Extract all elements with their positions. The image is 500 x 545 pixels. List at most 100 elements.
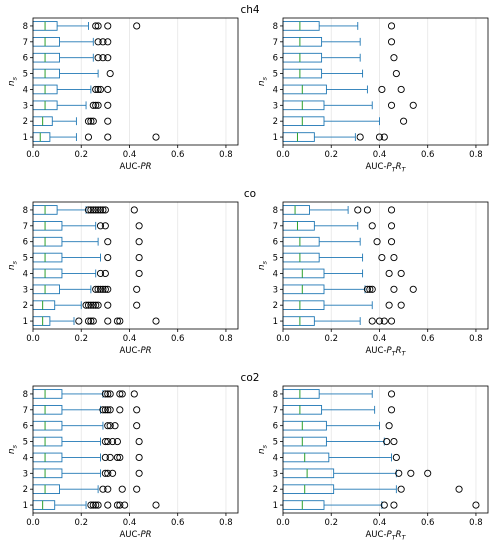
box-ns-2 [282, 116, 408, 127]
box-ns-3 [32, 284, 141, 295]
box-ns-3 [282, 468, 432, 479]
outlier-point [400, 117, 408, 125]
outlier-point [104, 390, 112, 398]
panel-co-2: 1 2 3 4 5 6 7 8 0.0 0.2 0.4 0.6 0.8 AUC-PTRT ns [257, 201, 489, 358]
outlier-point [104, 317, 112, 325]
box-iqr [282, 284, 325, 295]
outlier-point [96, 222, 105, 230]
y-tick-label: 4 [23, 453, 28, 463]
y-tick-label: 4 [273, 85, 278, 95]
x-tick-label: 0.2 [74, 150, 88, 160]
outlier-point [368, 285, 376, 293]
outlier-point [92, 22, 100, 30]
outlier-point [354, 206, 362, 214]
outlier-point [390, 54, 398, 62]
box-iqr [32, 500, 56, 510]
outlier-point [387, 406, 396, 414]
y-tick-label: 3 [23, 469, 28, 479]
x-tick-label: 0.6 [421, 150, 435, 160]
box-iqr [282, 436, 327, 447]
outlier-point [385, 301, 393, 309]
y-tick-label: 5 [273, 438, 278, 448]
outlier-point [99, 54, 107, 62]
y-tick-label: 6 [273, 54, 278, 64]
outlier-point [111, 422, 119, 430]
outlier-point [397, 269, 405, 277]
x-axis-label: AUC-PR [119, 530, 151, 540]
box-iqr [282, 36, 323, 47]
outlier-point [135, 222, 143, 230]
group-title: co [244, 188, 256, 200]
outlier-point [87, 501, 95, 509]
outlier-point [84, 206, 93, 214]
y-axis-label: ns [7, 76, 19, 86]
y-tick-label: 8 [273, 206, 278, 216]
box-iqr [32, 52, 60, 63]
y-tick-label: 2 [273, 117, 278, 127]
box-ns-7 [32, 404, 141, 415]
outlier-point [94, 285, 102, 293]
y-tick-label: 5 [273, 70, 278, 80]
outlier-point [135, 469, 143, 477]
box-ns-8 [32, 389, 138, 399]
y-tick-label: 1 [23, 317, 28, 327]
box-ns-5 [32, 68, 114, 79]
y-tick-label: 1 [23, 133, 28, 143]
outlier-point [92, 101, 100, 109]
x-axis-label: AUC-PTRT [365, 530, 406, 542]
outlier-point [104, 301, 112, 309]
outlier-point [387, 390, 396, 398]
outlier-point [373, 238, 381, 246]
box-ns-2 [282, 484, 463, 495]
y-tick-label: 8 [23, 206, 28, 216]
outlier-point [390, 254, 398, 262]
y-tick-label: 8 [23, 22, 28, 32]
y-tick-label: 6 [23, 54, 28, 64]
outlier-point [104, 422, 112, 430]
panel-ch4-1: 1 2 3 4 5 6 7 8 0.0 0.2 0.4 0.6 0.8 AUC-PR ns [7, 17, 239, 172]
box-ns-7 [282, 36, 396, 47]
outlier-point [94, 22, 102, 30]
outlier-point [92, 206, 100, 214]
box-iqr [282, 300, 325, 311]
box-ns-6 [282, 52, 398, 63]
outlier-point [375, 133, 384, 141]
x-tick-label: 0.6 [171, 150, 185, 160]
panel-co2-1: 1 2 3 4 5 6 7 8 0.0 0.2 0.4 0.6 0.8 AUC-PR ns [7, 385, 239, 540]
x-axis-label: AUC-PTRT [365, 162, 406, 174]
box-iqr [32, 36, 60, 47]
box-ns-4 [282, 452, 400, 463]
y-tick-label: 1 [273, 133, 278, 143]
y-tick-label: 7 [273, 222, 278, 232]
x-tick-label: 0.2 [324, 334, 338, 344]
outlier-point [152, 133, 160, 141]
y-axis-label: ns [7, 444, 19, 454]
outlier-point [84, 317, 93, 325]
outlier-point [366, 285, 374, 293]
outlier-point [363, 206, 371, 214]
outlier-point [101, 206, 109, 214]
x-tick-label: 0.8 [469, 518, 483, 528]
box-ns-6 [282, 236, 396, 247]
x-tick-label: 0.6 [421, 334, 435, 344]
y-tick-label: 1 [273, 501, 278, 511]
outlier-point [387, 238, 396, 246]
outlier-point [116, 317, 124, 325]
box-iqr [282, 205, 310, 215]
outlier-point [387, 101, 396, 109]
y-tick-label: 7 [23, 38, 28, 48]
box-ns-7 [282, 220, 396, 231]
outlier-point [368, 317, 376, 325]
outlier-point [395, 469, 403, 477]
outlier-point [375, 317, 384, 325]
box-ns-1 [282, 500, 480, 510]
outlier-point [101, 285, 109, 293]
box-ns-3 [282, 284, 417, 295]
outlier-point [94, 54, 102, 62]
y-tick-label: 3 [273, 285, 278, 295]
y-axis-label: ns [257, 260, 269, 270]
box-ns-6 [32, 52, 112, 63]
outlier-point [387, 38, 396, 46]
outlier-point [133, 285, 141, 293]
outlier-point [104, 438, 112, 446]
